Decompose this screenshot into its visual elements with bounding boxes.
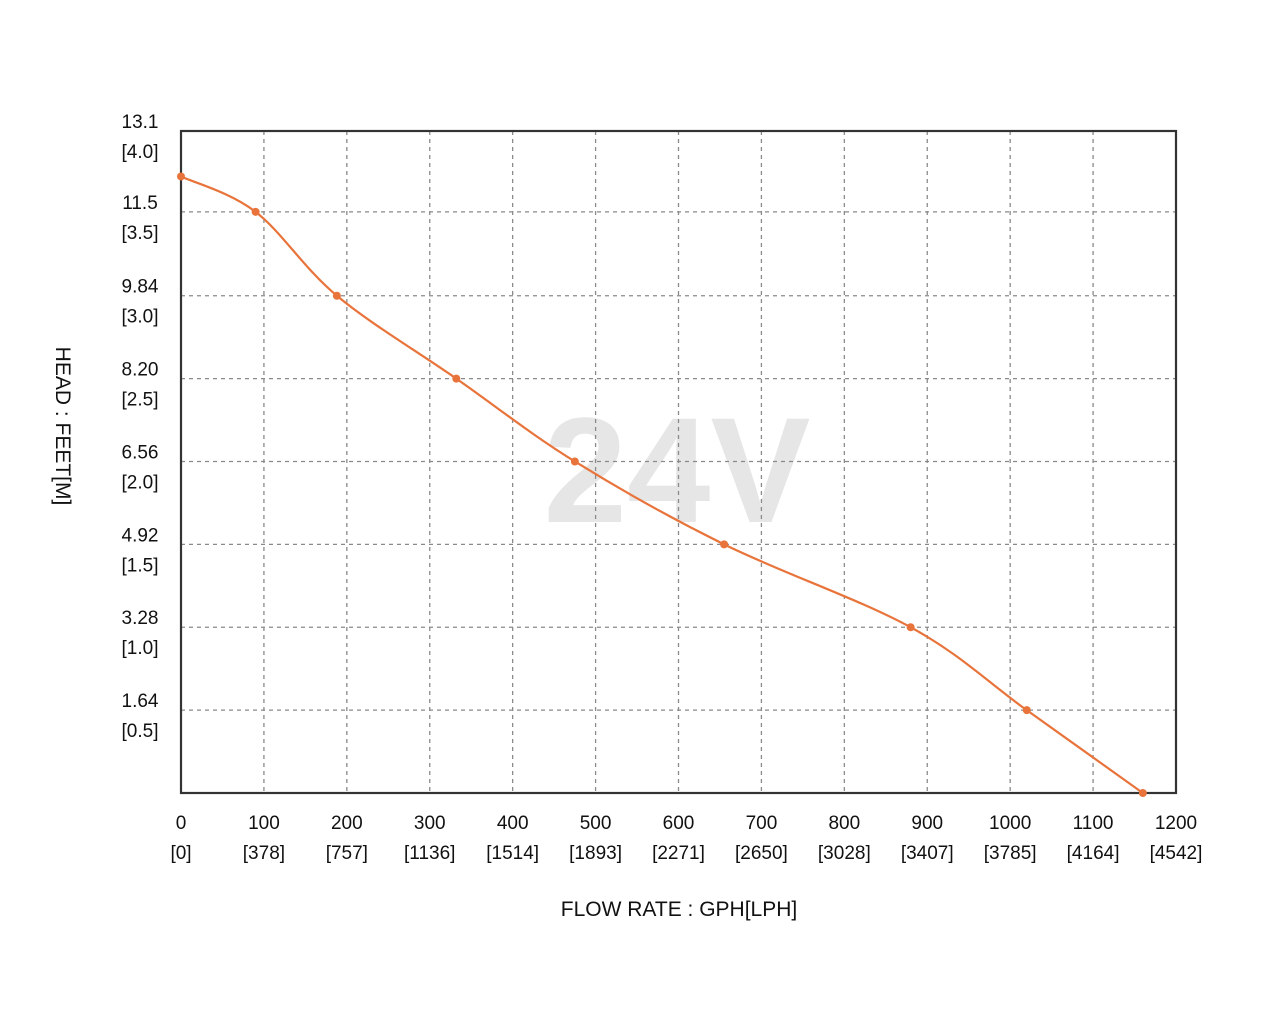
y-tick-label: 11.5 [122,193,158,214]
x-tick-sublabel: [0] [170,843,191,864]
y-tick-label: 4.92 [122,525,159,546]
x-tick-label: 1000 [989,813,1031,834]
x-tick-label: 700 [746,813,778,834]
y-tick-sublabel: [1.0] [122,638,159,659]
data-point [251,207,260,216]
y-tick-label: 6.56 [122,442,159,463]
watermark-label: 24V [544,386,811,554]
y-tick-sublabel: [1.5] [122,555,159,576]
data-point [332,291,341,300]
x-tick-label: 400 [497,813,529,834]
x-tick-label: 500 [580,813,612,834]
x-tick-label: 0 [176,813,187,834]
y-tick-label: 8.20 [122,360,159,381]
x-tick-sublabel: [3407] [901,843,954,864]
y-tick-label: 3.28 [122,608,159,629]
y-tick-sublabel: [3.5] [122,223,159,244]
x-axis-ticks: 0 [0] 100 [378] 200 [757] 300 [1136] 400 [1514] 50… [170,813,1202,864]
y-tick-label: 9.84 [122,277,159,298]
x-tick-sublabel: [2650] [735,843,788,864]
data-point [177,172,185,181]
y-tick-sublabel: [0.5] [122,721,159,742]
x-tick-label: 900 [911,813,943,834]
x-tick-label: 300 [414,813,446,834]
y-tick-sublabel: [2.5] [122,390,159,411]
x-tick-sublabel: [757] [326,843,368,864]
x-tick-sublabel: [1893] [569,843,622,864]
data-point [1022,706,1031,715]
x-tick-sublabel: [378] [243,843,285,864]
grid [181,131,1176,793]
y-axis-ticks: 13.1 [4.0] 11.5 [3.5] 9.84 [3.0] 8.20 [2.5] 6.56… [122,112,159,742]
x-tick-sublabel: [3028] [818,843,871,864]
x-tick-label: 100 [248,813,280,834]
plot-frame [179,129,1178,795]
x-tick-label: 1200 [1155,813,1197,834]
x-tick-label: 800 [828,813,860,834]
y-tick-sublabel: [3.0] [122,307,159,328]
data-point [906,623,915,632]
y-tick-label: 1.64 [122,691,159,712]
data-point [720,540,729,549]
x-tick-sublabel: [1514] [486,843,539,864]
x-tick-sublabel: [3785] [984,843,1037,864]
data-point [570,457,579,466]
data-point [452,374,461,383]
x-tick-sublabel: [4542] [1150,843,1203,864]
data-point [1138,789,1147,797]
x-tick-label: 1100 [1073,813,1114,834]
x-tick-sublabel: [1136] [404,843,455,864]
x-tick-sublabel: [4164] [1067,843,1120,864]
x-tick-label: 600 [663,813,695,834]
y-tick-sublabel: [4.0] [122,142,159,163]
y-axis-title: HEAD : FEET[M] [51,347,74,506]
series-line [180,175,1144,794]
y-tick-sublabel: [2.0] [122,472,159,493]
y-tick-label: 13.1 [122,112,159,133]
x-axis-title: FLOW RATE : GPH[LPH] [561,898,797,921]
x-tick-sublabel: [2271] [652,843,705,864]
x-tick-label: 200 [331,813,363,834]
